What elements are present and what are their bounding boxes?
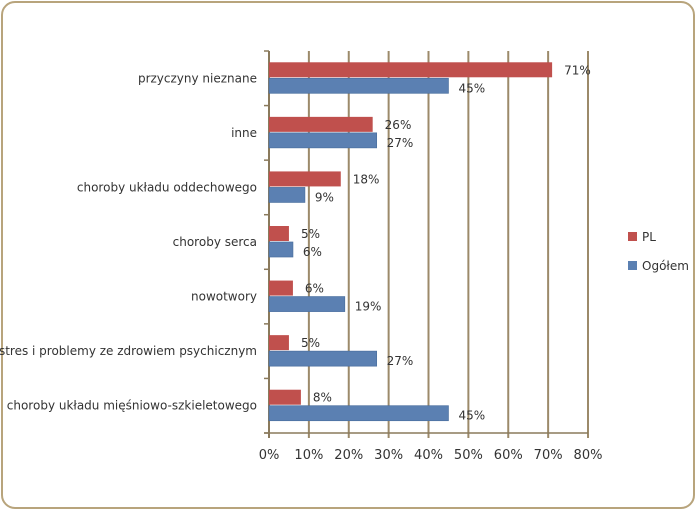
data-label: 6%	[303, 245, 322, 259]
x-tick-label: 60%	[494, 448, 523, 463]
legend-swatch-pl	[628, 232, 637, 241]
category-label: choroby układu mięśniowo-szkieletowego	[7, 399, 257, 413]
bar-pl	[269, 389, 301, 405]
bar-pl	[269, 335, 289, 351]
bar-pl	[269, 116, 373, 132]
x-tick-label: 10%	[294, 448, 323, 463]
bar-ogółem	[268, 296, 346, 312]
data-label: 26%	[385, 118, 412, 132]
category-label: choroby układu oddechowego	[77, 180, 257, 194]
category-label: przyczyny nieznane	[138, 71, 257, 85]
x-tick-label: 80%	[574, 448, 603, 463]
x-tick-label: 70%	[534, 448, 563, 463]
bar-pl	[269, 62, 553, 78]
bar-ogółem	[268, 132, 378, 149]
data-label: 6%	[305, 282, 324, 296]
legend-swatch-ogółem	[628, 261, 637, 270]
x-tick-label: 30%	[374, 448, 403, 463]
bar-pl	[269, 280, 293, 296]
category-label: choroby serca	[173, 235, 257, 249]
data-label: 27%	[387, 354, 414, 368]
x-tick-label: 0%	[259, 448, 280, 463]
data-label: 27%	[387, 136, 414, 150]
data-label: 45%	[458, 409, 485, 423]
bar-ogółem	[268, 187, 306, 203]
bar-ogółem	[268, 350, 378, 367]
category-label: stres i problemy ze zdrowiem psychicznym	[0, 344, 257, 358]
bar-ogółem	[268, 241, 294, 258]
data-label: 5%	[301, 227, 320, 241]
legend-label: Ogółem	[642, 259, 689, 273]
category-label: inne	[231, 126, 257, 140]
x-tick-label: 40%	[414, 448, 443, 463]
data-label: 5%	[301, 336, 320, 350]
legend-label: PL	[642, 230, 656, 244]
category-label: nowotwory	[191, 290, 257, 304]
bar-ogółem	[268, 77, 449, 94]
bar-pl	[269, 171, 341, 187]
data-label: 45%	[458, 81, 485, 95]
x-tick-label: 50%	[454, 448, 483, 463]
data-label: 8%	[313, 391, 332, 405]
x-tick-label: 20%	[334, 448, 363, 463]
data-label: 18%	[353, 172, 380, 186]
data-label: 9%	[315, 190, 334, 204]
bar-pl	[269, 226, 289, 241]
bar-ogółem	[268, 405, 449, 422]
data-label: 19%	[355, 300, 382, 314]
data-label: 71%	[564, 63, 591, 77]
